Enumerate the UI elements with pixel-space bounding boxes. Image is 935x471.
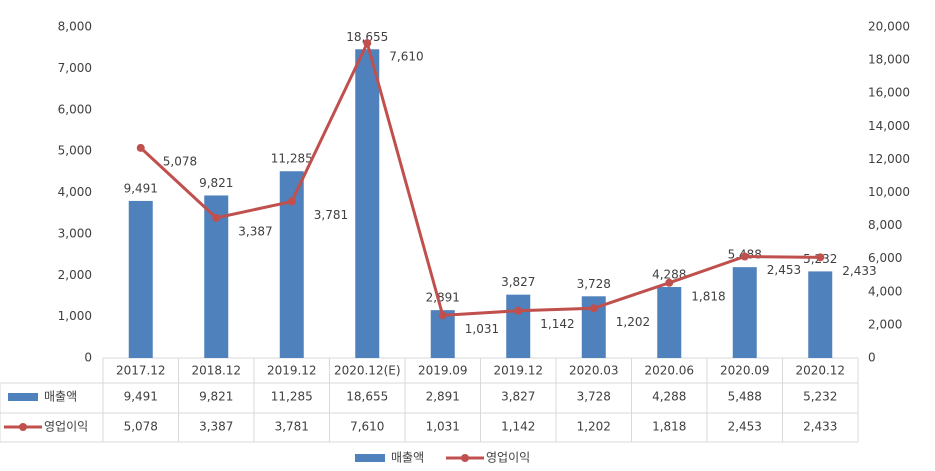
- legend-key: [461, 454, 469, 462]
- table-cell: 3,728: [577, 390, 611, 404]
- line-marker: [589, 304, 598, 313]
- line-value-label: 3,781: [314, 208, 348, 222]
- bar: [355, 49, 380, 358]
- line-marker: [287, 197, 296, 206]
- legend-label: 영업이익: [486, 451, 530, 465]
- bar: [657, 287, 682, 358]
- bar: [732, 267, 757, 358]
- y2-tick-label: 18,000: [868, 53, 910, 67]
- line-marker: [816, 253, 825, 262]
- bar-value-label: 3,728: [577, 277, 611, 291]
- line-value-label: 1,031: [465, 322, 499, 336]
- legend-key: [8, 393, 38, 401]
- table-cell: 5,078: [124, 420, 158, 434]
- table-cell: 4,288: [652, 390, 686, 404]
- y2-tick-label: 4,000: [868, 284, 902, 298]
- bar: [808, 271, 833, 358]
- y-tick-label: 0: [84, 351, 92, 365]
- bar-value-label: 4,288: [652, 268, 686, 282]
- bar: [128, 200, 153, 358]
- table-cell: 5,488: [728, 390, 762, 404]
- table-cell: 1,818: [652, 420, 686, 434]
- line: [139, 38, 821, 317]
- legend-label: 매출액: [391, 451, 424, 465]
- bar-value-label: 9,821: [199, 176, 233, 190]
- bar-value-label: 11,285: [271, 152, 313, 166]
- line-value-label: 3,387: [238, 224, 272, 238]
- y-tick-label: 4,000: [58, 185, 92, 199]
- table-cell: 1,142: [501, 420, 535, 434]
- y-tick-label: 8,000: [58, 20, 92, 34]
- table-cell: 2,433: [803, 420, 837, 434]
- line-marker: [514, 306, 523, 315]
- y2-tick-label: 16,000: [868, 86, 910, 100]
- line-value-label: 5,078: [163, 154, 197, 168]
- table-cell: 5,232: [803, 390, 837, 404]
- table-cell: 18,655: [346, 390, 388, 404]
- line-value-label: 1,142: [540, 317, 574, 331]
- bar-value-label: 18,655: [346, 30, 388, 44]
- line-value-label: 1,818: [691, 289, 725, 303]
- table-cell: 1,202: [577, 420, 611, 434]
- x-tick-label: 2020.03: [569, 364, 619, 378]
- table-cell: 11,285: [271, 390, 313, 404]
- bar: [204, 195, 229, 358]
- table-cell: 9,821: [199, 390, 233, 404]
- bar: [506, 294, 531, 358]
- x-tick-label: 2020.06: [644, 364, 694, 378]
- y2-tick-label: 12,000: [868, 152, 910, 166]
- x-tick-label: 2019.09: [418, 364, 468, 378]
- line-value-label: 2,433: [842, 264, 876, 278]
- table-cell: 3,781: [275, 420, 309, 434]
- y2-tick-label: 20,000: [868, 20, 910, 34]
- table-row-label: 매출액: [44, 390, 77, 404]
- table-cell: 2,453: [728, 420, 762, 434]
- line-value-label: 1,202: [616, 315, 650, 329]
- y-tick-label: 6,000: [58, 102, 92, 116]
- x-tick-label: 2019.12: [493, 364, 543, 378]
- x-tick-label: 2020.09: [720, 364, 770, 378]
- y2-tick-label: 8,000: [868, 218, 902, 232]
- bar-value-label: 9,491: [124, 181, 158, 195]
- legend-key: [355, 454, 385, 462]
- y-tick-label: 3,000: [58, 226, 92, 240]
- table-cell: 9,491: [124, 390, 158, 404]
- table-cell: 3,827: [501, 390, 535, 404]
- x-tick-label: 2020.12(E): [334, 364, 401, 378]
- x-tick-label: 2018.12: [191, 364, 241, 378]
- x-tick-label: 2017.12: [116, 364, 166, 378]
- line-value-label: 2,453: [767, 263, 801, 277]
- y-tick-label: 1,000: [58, 309, 92, 323]
- line-marker: [740, 252, 749, 261]
- y-tick-label: 5,000: [58, 144, 92, 158]
- y2-tick-label: 14,000: [868, 119, 910, 133]
- y2-tick-label: 2,000: [868, 317, 902, 331]
- y-tick-label: 2,000: [58, 268, 92, 282]
- line-marker: [136, 143, 145, 152]
- bar-value-label: 2,891: [426, 291, 460, 305]
- bar-value-label: 3,827: [501, 275, 535, 289]
- table-row-label: 영업이익: [44, 420, 88, 434]
- line-marker: [363, 39, 372, 48]
- line-marker: [665, 278, 674, 287]
- line-marker: [212, 213, 221, 222]
- table-cell: 1,031: [426, 420, 460, 434]
- x-tick-label: 2019.12: [267, 364, 317, 378]
- line-marker: [438, 311, 447, 320]
- table-cell: 3,387: [199, 420, 233, 434]
- legend-key: [19, 423, 27, 431]
- y2-tick-label: 0: [868, 351, 876, 365]
- table-cell: 2,891: [426, 390, 460, 404]
- y-tick-label: 7,000: [58, 61, 92, 75]
- y2-tick-label: 6,000: [868, 251, 902, 265]
- x-tick-label: 2020.12: [795, 364, 845, 378]
- y2-tick-label: 10,000: [868, 185, 910, 199]
- line-value-label: 7,610: [389, 50, 423, 64]
- table-cell: 7,610: [350, 420, 384, 434]
